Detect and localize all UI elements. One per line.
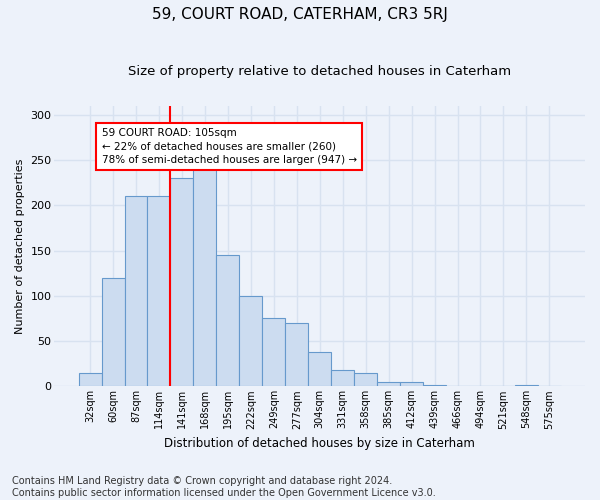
Bar	[400, 382, 423, 386]
Bar	[193, 164, 217, 386]
Title: Size of property relative to detached houses in Caterham: Size of property relative to detached ho…	[128, 65, 511, 78]
Bar	[101, 278, 125, 386]
Bar	[262, 318, 285, 386]
Text: 59 COURT ROAD: 105sqm
← 22% of detached houses are smaller (260)
78% of semi-det: 59 COURT ROAD: 105sqm ← 22% of detached …	[101, 128, 356, 164]
Bar	[217, 255, 239, 386]
Bar	[354, 373, 377, 386]
Text: Contains HM Land Registry data © Crown copyright and database right 2024.
Contai: Contains HM Land Registry data © Crown c…	[12, 476, 436, 498]
Bar	[239, 296, 262, 386]
Bar	[515, 384, 538, 386]
X-axis label: Distribution of detached houses by size in Caterham: Distribution of detached houses by size …	[164, 437, 475, 450]
Bar	[423, 384, 446, 386]
Bar	[148, 196, 170, 386]
Y-axis label: Number of detached properties: Number of detached properties	[15, 158, 25, 334]
Bar	[125, 196, 148, 386]
Bar	[79, 373, 101, 386]
Bar	[331, 370, 354, 386]
Bar	[308, 352, 331, 386]
Bar	[377, 382, 400, 386]
Text: 59, COURT ROAD, CATERHAM, CR3 5RJ: 59, COURT ROAD, CATERHAM, CR3 5RJ	[152, 8, 448, 22]
Bar	[170, 178, 193, 386]
Bar	[285, 323, 308, 386]
